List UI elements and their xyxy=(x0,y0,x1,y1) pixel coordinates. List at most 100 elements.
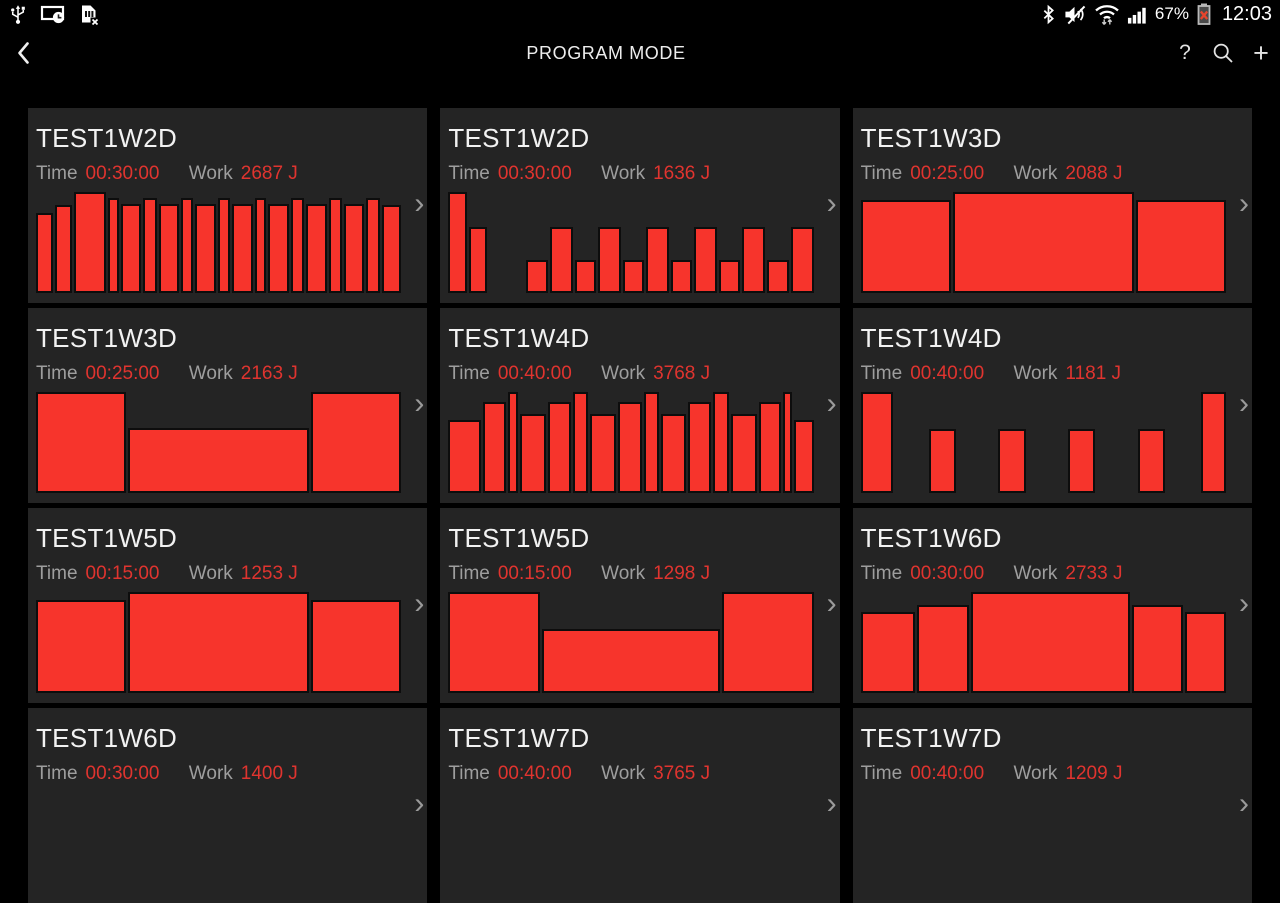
chart-bar xyxy=(159,204,179,293)
program-card[interactable]: TEST1W5D Time 00:15:00 Work 1298 J › xyxy=(440,508,840,703)
chart-bar xyxy=(722,592,814,693)
chart-bar xyxy=(688,402,712,493)
chart-bar xyxy=(618,402,643,493)
program-card[interactable]: TEST1W7D Time 00:40:00 Work 3765 J › xyxy=(440,708,840,903)
time-value: 00:40:00 xyxy=(910,763,985,784)
work-label: Work xyxy=(601,163,646,184)
help-button[interactable]: ? xyxy=(1179,41,1191,64)
program-title: TEST1W5D xyxy=(448,523,590,553)
action-bar: PROGRAM MODE ? + xyxy=(0,28,1280,78)
chart-bar xyxy=(860,200,952,293)
time-value: 00:30:00 xyxy=(497,163,572,184)
program-meta: Time 00:30:00 Work 2733 J xyxy=(861,563,1244,585)
program-meta: Time 00:30:00 Work 1400 J xyxy=(36,763,419,785)
chevron-right-icon: › xyxy=(414,586,425,620)
chart-bar xyxy=(344,204,365,293)
chevron-right-icon: › xyxy=(1239,586,1249,620)
chart-bar xyxy=(143,198,158,293)
program-card[interactable]: TEST1W7D Time 00:40:00 Work 1209 J › xyxy=(852,708,1252,903)
program-meta: Time 00:40:00 Work 1181 J xyxy=(861,363,1244,385)
time-label: Time xyxy=(36,563,78,584)
program-card[interactable]: TEST1W3D Time 00:25:00 Work 2088 J › xyxy=(852,108,1252,303)
chart-bar xyxy=(36,392,127,493)
program-meta: Time 00:15:00 Work 1298 J xyxy=(448,563,831,585)
chart-bar xyxy=(36,213,54,293)
time-label: Time xyxy=(860,363,903,384)
program-title: TEST1W2D xyxy=(448,123,590,153)
program-grid: TEST1W2D Time 00:30:00 Work 2687 J › TEST1… xyxy=(0,78,1280,903)
program-bar-chart xyxy=(447,192,814,293)
work-value: 2163 J xyxy=(240,363,298,384)
program-card[interactable]: TEST1W3D Time 00:25:00 Work 2163 J › xyxy=(28,308,428,503)
chart-bar xyxy=(483,402,507,493)
time-value: 00:30:00 xyxy=(910,563,985,584)
work-label: Work xyxy=(188,763,233,784)
program-card[interactable]: TEST1W6D Time 00:30:00 Work 1400 J › xyxy=(28,708,428,903)
program-title: TEST1W2D xyxy=(36,123,178,153)
time-value: 00:40:00 xyxy=(910,363,985,384)
time-label: Time xyxy=(36,363,78,384)
work-value: 2088 J xyxy=(1065,163,1123,184)
work-label: Work xyxy=(1013,363,1058,384)
chart-bar xyxy=(519,414,546,493)
time-label: Time xyxy=(36,763,78,784)
battery-error-icon xyxy=(1196,2,1212,26)
chart-bar xyxy=(644,392,660,493)
chart-bar xyxy=(448,592,540,693)
add-program-button[interactable]: + xyxy=(1253,37,1269,68)
chart-bar xyxy=(1131,605,1183,693)
chart-bar xyxy=(381,205,402,293)
chart-bar xyxy=(310,392,402,493)
time-value: 00:30:00 xyxy=(85,163,160,184)
search-icon xyxy=(1213,43,1233,63)
chart-bar xyxy=(55,205,73,293)
chart-bar xyxy=(597,227,621,293)
program-card[interactable]: TEST1W4D Time 00:40:00 Work 3768 J › xyxy=(440,308,840,503)
time-value: 00:15:00 xyxy=(85,563,160,584)
back-button[interactable] xyxy=(16,40,30,66)
sim-missing-icon xyxy=(78,2,100,26)
chart-bar xyxy=(508,392,518,493)
chevron-right-icon: › xyxy=(826,786,837,820)
chart-bar xyxy=(254,198,267,293)
chart-bar xyxy=(1135,200,1226,293)
status-bar: 67% 12:03 xyxy=(0,0,1280,28)
program-title: TEST1W7D xyxy=(448,723,590,753)
program-card[interactable]: TEST1W4D Time 00:40:00 Work 1181 J › xyxy=(852,308,1252,503)
work-value: 1209 J xyxy=(1065,763,1123,784)
chart-bar xyxy=(128,428,309,493)
chart-bar xyxy=(794,420,814,493)
chart-bar xyxy=(547,402,571,493)
program-bar-chart xyxy=(447,392,814,493)
program-bar-chart xyxy=(35,392,402,493)
work-label: Work xyxy=(188,363,233,384)
program-meta: Time 00:40:00 Work 1209 J xyxy=(861,763,1244,785)
time-label: Time xyxy=(448,563,490,584)
chart-bar xyxy=(36,600,127,693)
chart-bar xyxy=(694,227,718,293)
chart-bar xyxy=(1184,612,1227,693)
chart-bar xyxy=(526,259,548,293)
program-card[interactable]: TEST1W2D Time 00:30:00 Work 2687 J › xyxy=(28,108,428,303)
time-value: 00:15:00 xyxy=(497,563,572,584)
chart-bar xyxy=(953,192,1134,293)
chart-bar xyxy=(622,259,644,293)
time-label: Time xyxy=(448,163,490,184)
program-bar-chart xyxy=(860,592,1227,693)
bluetooth-icon xyxy=(1042,4,1055,25)
status-clock: 12:03 xyxy=(1221,3,1272,25)
mute-icon xyxy=(1062,4,1087,25)
work-label: Work xyxy=(188,163,233,184)
chart-bar xyxy=(74,192,106,293)
program-card[interactable]: TEST1W2D Time 00:30:00 Work 1636 J › xyxy=(440,108,840,303)
time-value: 00:25:00 xyxy=(85,363,160,384)
program-card[interactable]: TEST1W6D Time 00:30:00 Work 2733 J › xyxy=(852,508,1252,703)
search-button[interactable] xyxy=(1204,28,1242,78)
program-bar-chart xyxy=(35,592,402,693)
work-value: 3768 J xyxy=(653,363,711,384)
work-value: 1636 J xyxy=(653,163,711,184)
chart-bar xyxy=(767,259,789,293)
program-card[interactable]: TEST1W5D Time 00:15:00 Work 1253 J › xyxy=(28,508,428,703)
chart-bar xyxy=(120,204,142,293)
work-label: Work xyxy=(601,363,646,384)
